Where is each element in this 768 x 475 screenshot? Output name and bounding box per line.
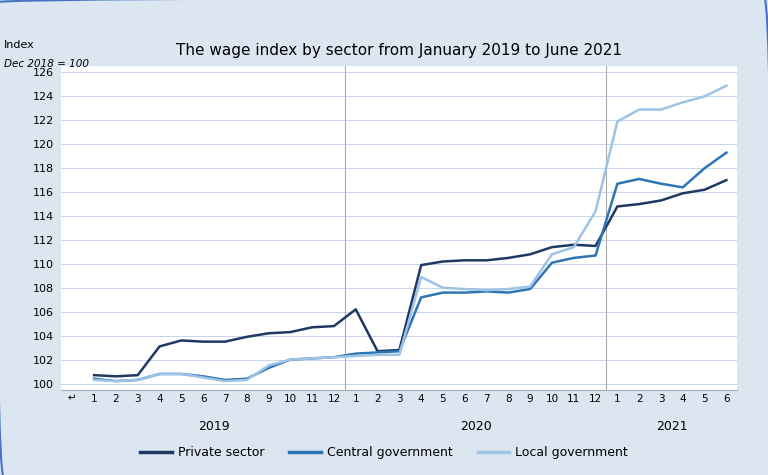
Text: 2020: 2020 <box>460 420 492 433</box>
Text: 2019: 2019 <box>198 420 230 433</box>
Text: 2021: 2021 <box>656 420 687 433</box>
Title: The wage index by sector from January 2019 to June 2021: The wage index by sector from January 20… <box>177 43 622 58</box>
Text: Dec 2018 = 100: Dec 2018 = 100 <box>4 59 89 69</box>
Legend: Private sector, Central government, Local government: Private sector, Central government, Loca… <box>135 441 633 464</box>
Text: Index: Index <box>4 40 35 50</box>
